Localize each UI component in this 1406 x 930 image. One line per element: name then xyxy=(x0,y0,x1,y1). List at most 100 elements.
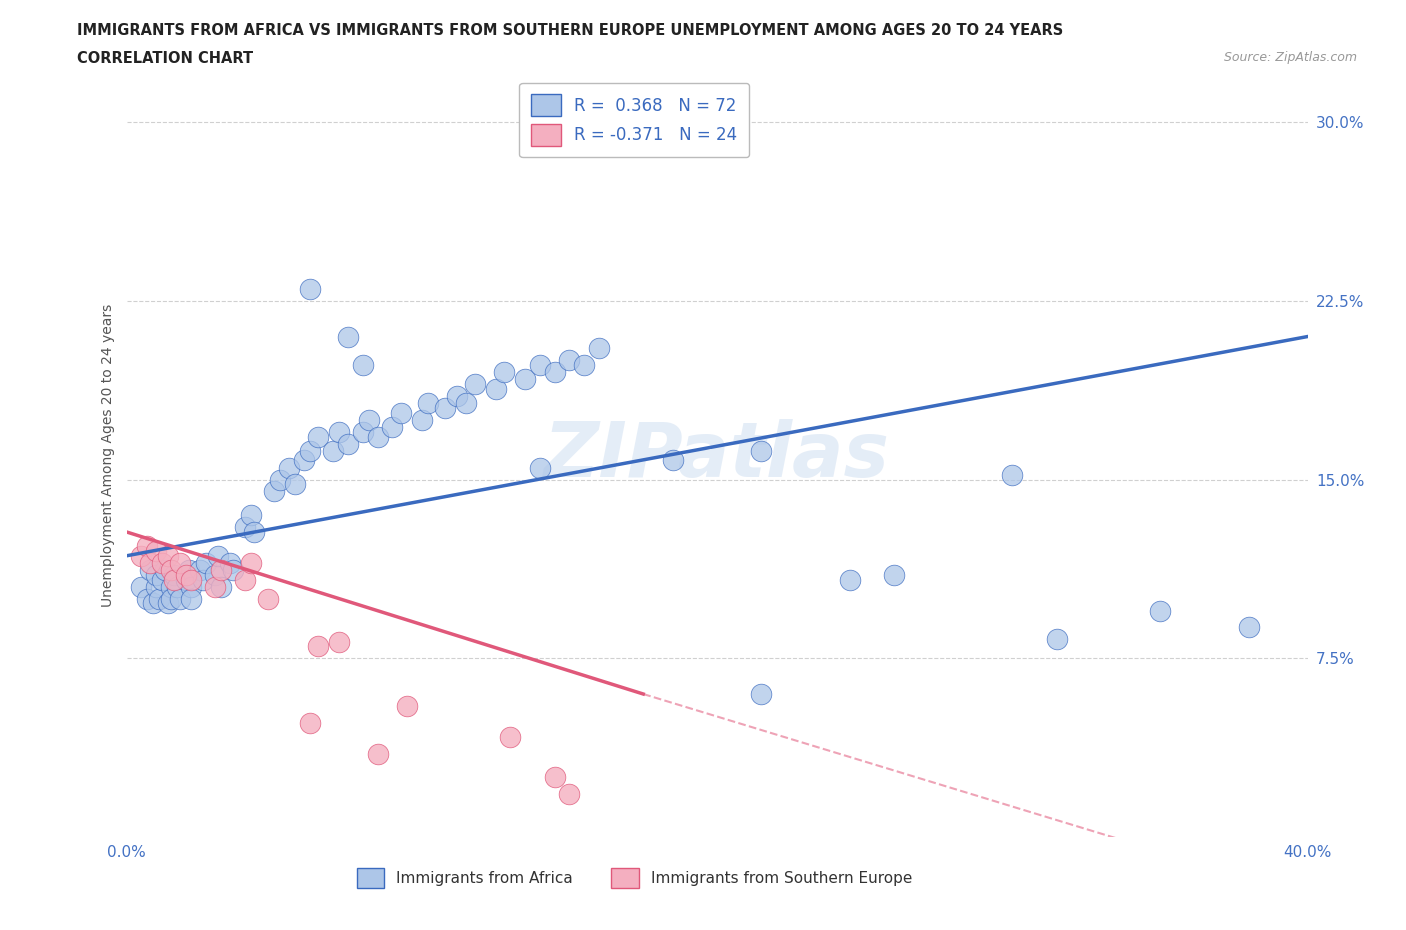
Point xyxy=(1149,604,1171,618)
Point xyxy=(381,419,404,434)
Point xyxy=(543,365,565,379)
Point xyxy=(209,579,232,594)
Point xyxy=(574,358,596,373)
Point xyxy=(529,358,551,373)
Point xyxy=(1237,620,1260,635)
Point xyxy=(515,372,537,387)
Point xyxy=(1045,631,1069,646)
Point xyxy=(139,555,162,570)
Point xyxy=(242,525,264,539)
Point xyxy=(434,401,457,416)
Text: CORRELATION CHART: CORRELATION CHART xyxy=(77,51,253,66)
Point xyxy=(180,572,202,587)
Point xyxy=(163,567,186,582)
Point xyxy=(163,572,186,587)
Point xyxy=(150,572,173,587)
Point xyxy=(180,579,202,594)
Point xyxy=(129,579,153,594)
Point xyxy=(239,555,262,570)
Point xyxy=(588,341,610,356)
Point xyxy=(446,389,468,404)
Point xyxy=(366,430,388,445)
Point xyxy=(136,538,159,553)
Point xyxy=(174,572,197,587)
Point xyxy=(239,508,262,523)
Point xyxy=(558,353,581,368)
Point xyxy=(838,572,860,587)
Point xyxy=(148,591,170,606)
Point xyxy=(337,436,360,451)
Point xyxy=(257,591,280,606)
Text: Source: ZipAtlas.com: Source: ZipAtlas.com xyxy=(1223,51,1357,64)
Point xyxy=(193,572,215,587)
Point xyxy=(156,549,179,564)
Point xyxy=(129,549,153,564)
Point xyxy=(298,715,321,730)
Point xyxy=(484,381,508,396)
Point xyxy=(269,472,291,487)
Point xyxy=(499,729,522,744)
Point xyxy=(263,484,285,498)
Legend: Immigrants from Africa, Immigrants from Southern Europe: Immigrants from Africa, Immigrants from … xyxy=(350,862,918,894)
Point xyxy=(389,405,412,420)
Point xyxy=(1001,468,1024,483)
Point xyxy=(322,444,344,458)
Point xyxy=(159,563,183,578)
Point xyxy=(159,579,183,594)
Point xyxy=(751,444,773,458)
Point xyxy=(188,563,211,578)
Point xyxy=(278,460,301,475)
Point xyxy=(156,596,179,611)
Text: IMMIGRANTS FROM AFRICA VS IMMIGRANTS FROM SOUTHERN EUROPE UNEMPLOYMENT AMONG AGE: IMMIGRANTS FROM AFRICA VS IMMIGRANTS FRO… xyxy=(77,23,1063,38)
Point xyxy=(366,746,388,761)
Point xyxy=(337,329,360,344)
Point xyxy=(204,567,226,582)
Point xyxy=(352,358,374,373)
Point xyxy=(145,579,167,594)
Point xyxy=(529,460,551,475)
Text: ZIPatlas: ZIPatlas xyxy=(544,418,890,493)
Point xyxy=(139,563,162,578)
Point xyxy=(416,396,439,411)
Point xyxy=(166,579,188,594)
Point xyxy=(136,591,159,606)
Point xyxy=(292,453,315,468)
Point xyxy=(222,563,245,578)
Point xyxy=(464,377,486,392)
Point xyxy=(204,579,226,594)
Point xyxy=(494,365,516,379)
Point xyxy=(307,639,329,654)
Point xyxy=(219,555,242,570)
Point xyxy=(169,555,191,570)
Point xyxy=(357,413,380,428)
Point xyxy=(298,444,321,458)
Point xyxy=(195,555,218,570)
Point xyxy=(150,555,173,570)
Point xyxy=(159,591,183,606)
Point xyxy=(284,477,307,492)
Point xyxy=(209,563,232,578)
Point xyxy=(142,596,165,611)
Point xyxy=(396,698,419,713)
Point xyxy=(328,634,350,649)
Point xyxy=(883,567,905,582)
Point xyxy=(145,567,167,582)
Y-axis label: Unemployment Among Ages 20 to 24 years: Unemployment Among Ages 20 to 24 years xyxy=(101,304,115,607)
Point xyxy=(169,591,191,606)
Point xyxy=(558,787,581,802)
Point xyxy=(174,567,197,582)
Point xyxy=(298,282,321,297)
Point xyxy=(352,424,374,439)
Point xyxy=(207,549,229,564)
Point xyxy=(307,430,329,445)
Point xyxy=(180,591,202,606)
Point xyxy=(454,396,477,411)
Point xyxy=(233,520,256,535)
Point xyxy=(543,770,565,785)
Point xyxy=(328,424,350,439)
Point xyxy=(177,563,200,578)
Point xyxy=(145,544,167,559)
Point xyxy=(233,572,256,587)
Point xyxy=(751,686,773,701)
Point xyxy=(153,563,176,578)
